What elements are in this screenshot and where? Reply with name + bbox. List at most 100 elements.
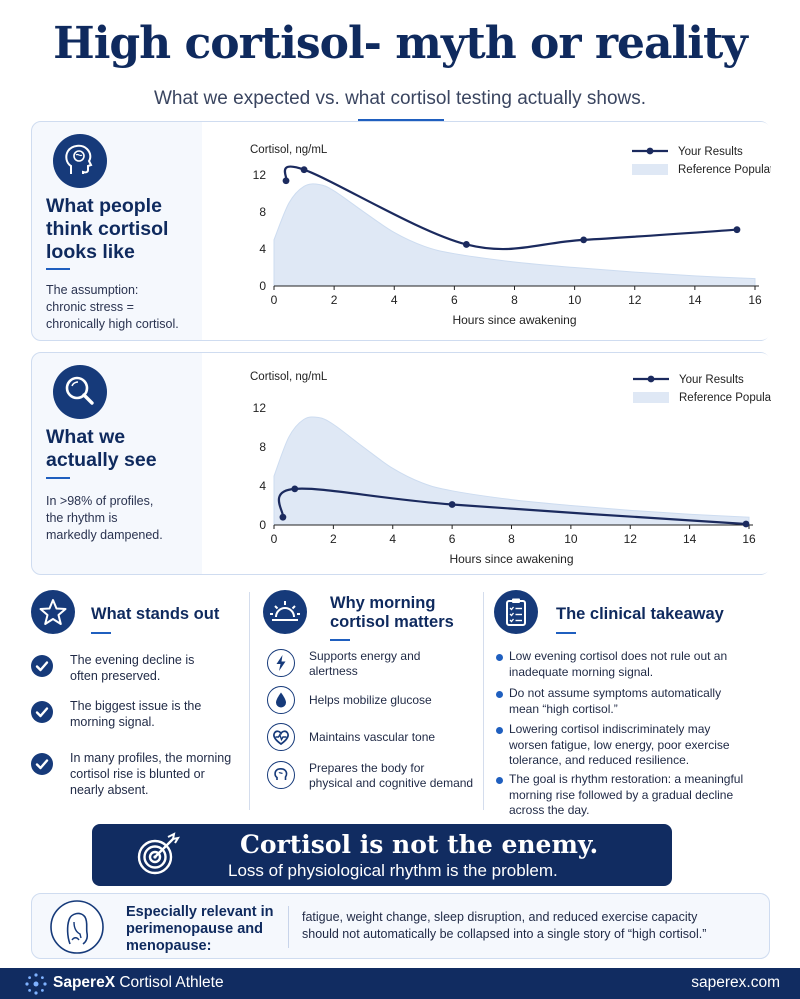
stands-out-text: In many profiles, the morning cortisol r… bbox=[70, 750, 240, 798]
section-rule bbox=[91, 632, 111, 634]
reality-text: In >98% of profiles, the rhythm is marke… bbox=[46, 493, 163, 544]
heading-rule bbox=[46, 268, 70, 270]
assumption-chart-svg: 0 4 8 12 0 2 4 6 8 10 12 14 16 Cortisol, ng/mL Hours s… bbox=[250, 144, 771, 327]
stands-out-section: What stands out The evening decline is o… bbox=[31, 590, 246, 812]
key-message-banner: Cortisol is not the enemy. Loss of physi… bbox=[92, 824, 672, 886]
title-underline bbox=[358, 119, 444, 122]
why-morning-title: Why morning cortisol matters bbox=[330, 594, 454, 632]
why-morning-item: Prepares the body for physical and cogni… bbox=[267, 761, 487, 791]
text-line: mean “high cortisol.” bbox=[509, 701, 618, 716]
your-results-point bbox=[279, 513, 287, 521]
y-tick-label: 12 bbox=[253, 401, 267, 415]
heading-line: What we bbox=[46, 426, 126, 448]
x-tick-label: 2 bbox=[330, 532, 337, 546]
section-rule bbox=[330, 639, 350, 641]
x-tick-label: 16 bbox=[748, 293, 762, 307]
text-line: across the day. bbox=[509, 803, 590, 817]
heading-rule bbox=[46, 477, 70, 479]
reality-heading: What we actually see bbox=[46, 426, 157, 472]
reality-panel: What we actually see In >98% of profiles… bbox=[31, 352, 771, 575]
y-axis-label: Cortisol, ng/mL bbox=[250, 371, 328, 383]
text-line: chronically high cortisol. bbox=[46, 317, 179, 331]
text-line: The goal is rhythm restoration: a meanin… bbox=[509, 772, 744, 786]
text-line: Prepares the body for bbox=[309, 761, 425, 775]
x-tick-label: 10 bbox=[568, 293, 582, 307]
check-icon bbox=[31, 701, 53, 723]
legend-results-label: Your Results bbox=[678, 146, 743, 158]
x-tick-label: 12 bbox=[628, 293, 642, 307]
text-line: inadequate morning signal. bbox=[509, 664, 654, 679]
takeaway-text: Lowering cortisol indiscriminately may w… bbox=[509, 722, 759, 769]
y-tick-label: 8 bbox=[259, 440, 266, 454]
menopause-title: Especially relevant in perimenopause and… bbox=[126, 904, 274, 955]
text-line: The biggest issue is the bbox=[70, 699, 202, 713]
takeaway-text: Low evening cortisol does not rule out a… bbox=[509, 649, 759, 680]
why-morning-text: Prepares the body for physical and cogni… bbox=[309, 761, 487, 791]
banner-subtitle: Loss of physiological rhythm is the prob… bbox=[228, 861, 558, 880]
x-tick-label: 14 bbox=[688, 293, 702, 307]
x-tick-label: 8 bbox=[508, 532, 515, 546]
lightning-icon bbox=[267, 649, 295, 677]
assumption-heading: What people think cortisol looks like bbox=[46, 195, 168, 264]
sunrise-icon bbox=[263, 590, 307, 634]
y-tick-label: 8 bbox=[259, 205, 266, 219]
why-morning-text: Helps mobilize glucose bbox=[309, 693, 487, 708]
x-axis-label: Hours since awakening bbox=[449, 552, 573, 566]
title-line: perimenopause and bbox=[126, 921, 263, 937]
text-line: In >98% of profiles, bbox=[46, 494, 154, 508]
stands-out-text: The biggest issue is the morning signal. bbox=[70, 698, 240, 730]
column-divider bbox=[249, 592, 250, 810]
bullet-dot bbox=[496, 654, 503, 661]
assumption-text: The assumption: chronic stress = chronic… bbox=[46, 282, 179, 333]
text-line: the rhythm is bbox=[46, 511, 118, 525]
text-line: physical and cognitive demand bbox=[309, 776, 474, 790]
text-line: morning rise followed by a gradual decli… bbox=[509, 787, 734, 802]
reference-population-area bbox=[273, 183, 756, 287]
heading-line: think cortisol bbox=[46, 218, 169, 240]
x-tick-label: 8 bbox=[511, 293, 518, 307]
text-line: Lowering cortisol indiscriminately may bbox=[509, 722, 711, 736]
brand-bold: SapereX bbox=[53, 974, 116, 991]
your-results-point bbox=[291, 485, 299, 493]
takeaway-text: The goal is rhythm restoration: a meanin… bbox=[509, 772, 759, 819]
brand-logo-icon bbox=[24, 972, 48, 999]
text-line: Supports energy and bbox=[309, 649, 421, 663]
title-line: menopause: bbox=[126, 938, 212, 954]
text-line: chronic stress = bbox=[46, 300, 134, 314]
legend-reference-label: Reference Population bbox=[679, 392, 771, 404]
x-tick-label: 12 bbox=[624, 532, 638, 546]
text-line: often preserved. bbox=[70, 669, 161, 683]
x-tick-label: 4 bbox=[391, 293, 398, 307]
magnifier-icon bbox=[53, 365, 107, 419]
reality-chart: 0 4 8 12 0 2 4 6 8 10 12 14 16 Cortisol, ng/mL Hours s… bbox=[202, 353, 771, 574]
x-tick-label: 14 bbox=[683, 532, 697, 546]
y-tick-label: 4 bbox=[259, 479, 266, 493]
title-line: cortisol matters bbox=[330, 613, 454, 631]
stands-out-text: The evening decline is often preserved. bbox=[70, 652, 240, 684]
assumption-chart: 0 4 8 12 0 2 4 6 8 10 12 14 16 Cortisol, ng/mL Hours s… bbox=[202, 122, 771, 340]
menopause-text: fatigue, weight change, sleep disruption… bbox=[302, 909, 762, 943]
your-results-point bbox=[300, 166, 308, 174]
y-tick-label: 0 bbox=[259, 518, 266, 532]
column-divider bbox=[483, 592, 484, 810]
reality-panel-intro: What we actually see In >98% of profiles… bbox=[32, 353, 202, 574]
y-tick-label: 0 bbox=[259, 279, 266, 293]
section-rule bbox=[556, 632, 576, 634]
droplet-icon bbox=[267, 686, 295, 714]
woman-profile-icon bbox=[50, 900, 104, 959]
text-line: markedly dampened. bbox=[46, 528, 163, 542]
heading-line: looks like bbox=[46, 241, 135, 263]
website-link[interactable]: saperex.com bbox=[691, 974, 780, 991]
text-line: cortisol rise is blunted or bbox=[70, 767, 205, 781]
why-morning-text: Supports energy and alertness bbox=[309, 649, 487, 679]
check-icon bbox=[31, 753, 53, 775]
y-tick-label: 12 bbox=[253, 168, 267, 182]
why-morning-item: Maintains vascular tone bbox=[267, 723, 487, 753]
text-line: Low evening cortisol does not rule out a… bbox=[509, 649, 728, 663]
brand-name[interactable]: SapereX Cortisol Athlete bbox=[53, 974, 224, 992]
head-brain-icon bbox=[53, 134, 107, 188]
stands-out-title: What stands out bbox=[91, 605, 220, 623]
y-axis-label: Cortisol, ng/mL bbox=[250, 144, 328, 156]
takeaway-section: The clinical takeaway Low evening cortis… bbox=[494, 590, 766, 817]
heading-line: What people bbox=[46, 195, 162, 217]
